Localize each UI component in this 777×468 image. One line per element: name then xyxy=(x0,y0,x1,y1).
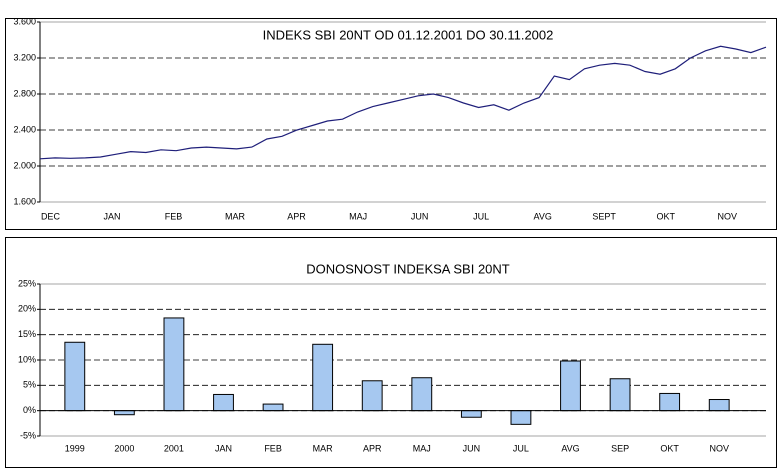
x-tick-label: 2001 xyxy=(164,443,184,453)
bar xyxy=(163,317,185,412)
y-tick-label: 2.000 xyxy=(13,160,36,170)
x-tick-label: SEPT xyxy=(592,211,616,221)
y-tick-label: 25% xyxy=(18,278,36,288)
x-tick-label: OKT xyxy=(656,211,675,221)
x-tick-label: JAN xyxy=(215,443,232,453)
y-tick-label: 5% xyxy=(23,380,36,390)
x-tick-label: NOV xyxy=(717,211,737,221)
x-tick-label: OKT xyxy=(660,443,679,453)
x-tick-label: 2000 xyxy=(114,443,134,453)
chart-title: INDEKS SBI 20NT OD 01.12.2001 DO 30.11.2… xyxy=(263,27,554,42)
x-tick-label: FEB xyxy=(165,211,183,221)
bar xyxy=(113,410,135,416)
x-tick-label: JAN xyxy=(103,211,120,221)
x-tick-label: JUL xyxy=(513,443,529,453)
x-tick-label: FEB xyxy=(264,443,282,453)
chart-frame xyxy=(5,18,777,230)
bar xyxy=(609,378,631,412)
bar xyxy=(64,341,86,412)
bar xyxy=(213,393,234,412)
x-tick-label: NOV xyxy=(709,443,729,453)
bar xyxy=(312,343,334,412)
y-tick-label: 15% xyxy=(18,329,36,339)
y-tick-label: 0% xyxy=(23,405,36,415)
y-tick-label: 10% xyxy=(18,354,36,364)
x-tick-label: JUL xyxy=(473,211,489,221)
bar xyxy=(460,410,482,418)
bar xyxy=(510,410,532,425)
bar xyxy=(560,360,581,412)
chart-title: DONOSNOST INDEKSA SBI 20NT xyxy=(306,261,510,276)
x-tick-label: 1999 xyxy=(65,443,85,453)
y-tick-label: 20% xyxy=(18,304,36,314)
y-tick-label: 2.800 xyxy=(13,88,36,98)
bar xyxy=(361,380,383,412)
x-tick-label: SEP xyxy=(611,443,629,453)
x-tick-label: AVG xyxy=(561,443,579,453)
x-tick-label: APR xyxy=(363,443,382,453)
x-tick-label: MAR xyxy=(313,443,334,453)
y-tick-label: 3.200 xyxy=(13,52,36,62)
x-tick-label: AVG xyxy=(533,211,551,221)
line xyxy=(39,45,767,160)
bar xyxy=(411,377,433,412)
x-tick-label: DEC xyxy=(41,211,61,221)
y-tick-label: 1.600 xyxy=(13,196,36,206)
bar xyxy=(262,403,284,412)
bar xyxy=(708,399,730,412)
x-tick-label: MAR xyxy=(225,211,246,221)
x-tick-label: JUN xyxy=(463,443,481,453)
x-tick-label: MAJ xyxy=(349,211,367,221)
bar xyxy=(659,392,681,412)
x-tick-label: MAJ xyxy=(413,443,431,453)
x-tick-label: APR xyxy=(287,211,306,221)
y-tick-label: 2.400 xyxy=(13,124,36,134)
y-tick-label: -5% xyxy=(20,430,36,440)
x-tick-label: JUN xyxy=(411,211,429,221)
y-tick-label: 3.600 xyxy=(13,16,36,26)
